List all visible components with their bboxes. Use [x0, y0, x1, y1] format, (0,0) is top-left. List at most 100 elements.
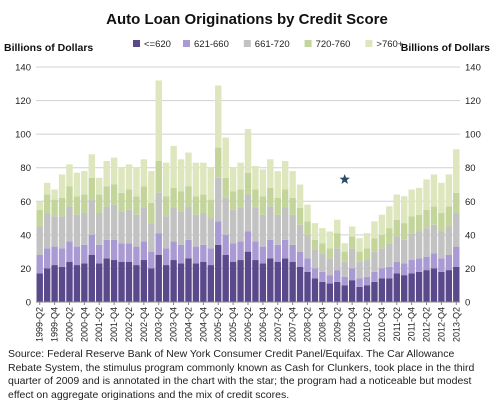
bar-segment — [408, 233, 415, 261]
bar-segment — [289, 214, 296, 245]
bar-segment — [252, 189, 259, 208]
x-tick-label: 2000-Q2 — [64, 307, 74, 342]
bar-segment — [103, 206, 110, 240]
x-tick-label: 2010-Q2 — [362, 307, 372, 342]
bar-segment — [319, 243, 326, 254]
bar-segment — [445, 206, 453, 227]
bar-segment — [73, 246, 81, 266]
chart: Auto Loan Originations by Credit Score B… — [4, 11, 490, 342]
bar-segment — [81, 244, 88, 264]
bar-segment — [148, 268, 155, 302]
bar-segment — [371, 281, 378, 302]
bar-segment — [192, 162, 200, 197]
bar-segment — [393, 194, 400, 220]
bar-segment — [259, 196, 267, 215]
bar-segment — [408, 273, 415, 302]
x-tick-label: 2011-Q4 — [407, 307, 417, 341]
bar-segment — [177, 191, 185, 212]
bar-segment — [304, 204, 311, 222]
y-tick-label-right: 60 — [465, 197, 476, 208]
bar-segment — [401, 239, 408, 264]
x-tick-label: 2002-Q4 — [139, 307, 149, 342]
bar-segment — [215, 147, 222, 178]
bar-segment — [393, 236, 400, 262]
bar-segment — [378, 268, 386, 279]
bar-segment — [237, 189, 244, 208]
bar-segment — [88, 177, 95, 200]
bar-segment — [356, 286, 363, 302]
bar-segment — [88, 199, 95, 235]
legend-swatch — [365, 40, 373, 47]
y-tick-label-right: 40 — [465, 230, 476, 241]
bar-segment — [222, 197, 229, 235]
bar-segment — [423, 228, 430, 257]
bar-segment — [215, 244, 222, 302]
y-tick-label-left: 80 — [20, 163, 31, 174]
bar-segment — [177, 211, 185, 245]
bar-segment — [110, 157, 118, 185]
bar-segment — [162, 216, 170, 249]
bar-segment — [177, 244, 185, 264]
x-tick-label: 2003-Q2 — [154, 307, 164, 342]
bar-segment — [88, 234, 95, 255]
y-tick-label-right: 0 — [465, 298, 470, 309]
bar-segment — [222, 137, 229, 178]
bar-segment — [363, 285, 371, 302]
bar-segment — [334, 219, 341, 234]
bar-segment — [252, 166, 259, 190]
bar-segment — [170, 260, 177, 302]
bar-segment — [133, 246, 140, 266]
bar-segment — [259, 263, 267, 302]
bar-segment — [118, 211, 125, 244]
y-tick-label-right: 20 — [465, 264, 476, 275]
bar-segment — [386, 206, 393, 229]
bar-segment — [267, 187, 274, 207]
bar-segment — [438, 213, 445, 232]
bar-segment — [415, 271, 423, 302]
bar-segment — [140, 260, 148, 302]
bar-segment — [408, 189, 415, 217]
bar-segment — [453, 192, 460, 214]
bar-segment — [244, 129, 252, 173]
x-tick-label: 1999-Q4 — [50, 307, 60, 342]
bar-segment — [267, 239, 274, 259]
bar-segment — [289, 197, 296, 215]
bar-segment — [148, 202, 155, 224]
y-axis-label-right: Billions of Dollars — [401, 42, 490, 54]
bar-segment — [267, 206, 274, 240]
bar-segment — [348, 268, 356, 281]
bar-segment — [423, 270, 430, 302]
bar-segment — [140, 241, 148, 261]
bar-segment — [155, 192, 162, 234]
source-note: Source: Federal Reserve Bank of New York… — [8, 348, 475, 401]
bar-segment — [66, 206, 73, 242]
legend-label: <=620 — [144, 39, 171, 50]
bar-segment — [430, 224, 438, 254]
bar-segment — [415, 214, 423, 232]
bar-segment — [319, 228, 326, 244]
bar-segment — [348, 236, 356, 249]
bar-segment — [185, 152, 192, 187]
legend: <=620 621-660 661-720 720-760 >760+ — [133, 39, 404, 50]
legend-label: 661-720 — [255, 39, 290, 50]
bar-segment — [43, 182, 51, 195]
bar-segment — [177, 263, 185, 302]
bar-segment — [192, 196, 200, 215]
bar-segment — [96, 263, 103, 302]
bar-segment — [73, 196, 81, 215]
bar-segment — [430, 268, 438, 302]
bar-segment — [415, 231, 423, 259]
bar-segment — [215, 221, 222, 245]
bar-segment — [110, 239, 118, 261]
bar-segment — [88, 154, 95, 178]
y-tick-label-right: 100 — [465, 130, 481, 141]
bar-segment — [103, 186, 110, 207]
bar-segment — [423, 256, 430, 271]
bar-segment — [162, 196, 170, 217]
bar-segment — [58, 248, 66, 267]
bar-segment — [237, 260, 244, 302]
bar-segment — [401, 196, 408, 224]
bar-segment — [259, 214, 267, 247]
bar-segment — [363, 248, 371, 261]
bar-segment — [363, 233, 371, 249]
